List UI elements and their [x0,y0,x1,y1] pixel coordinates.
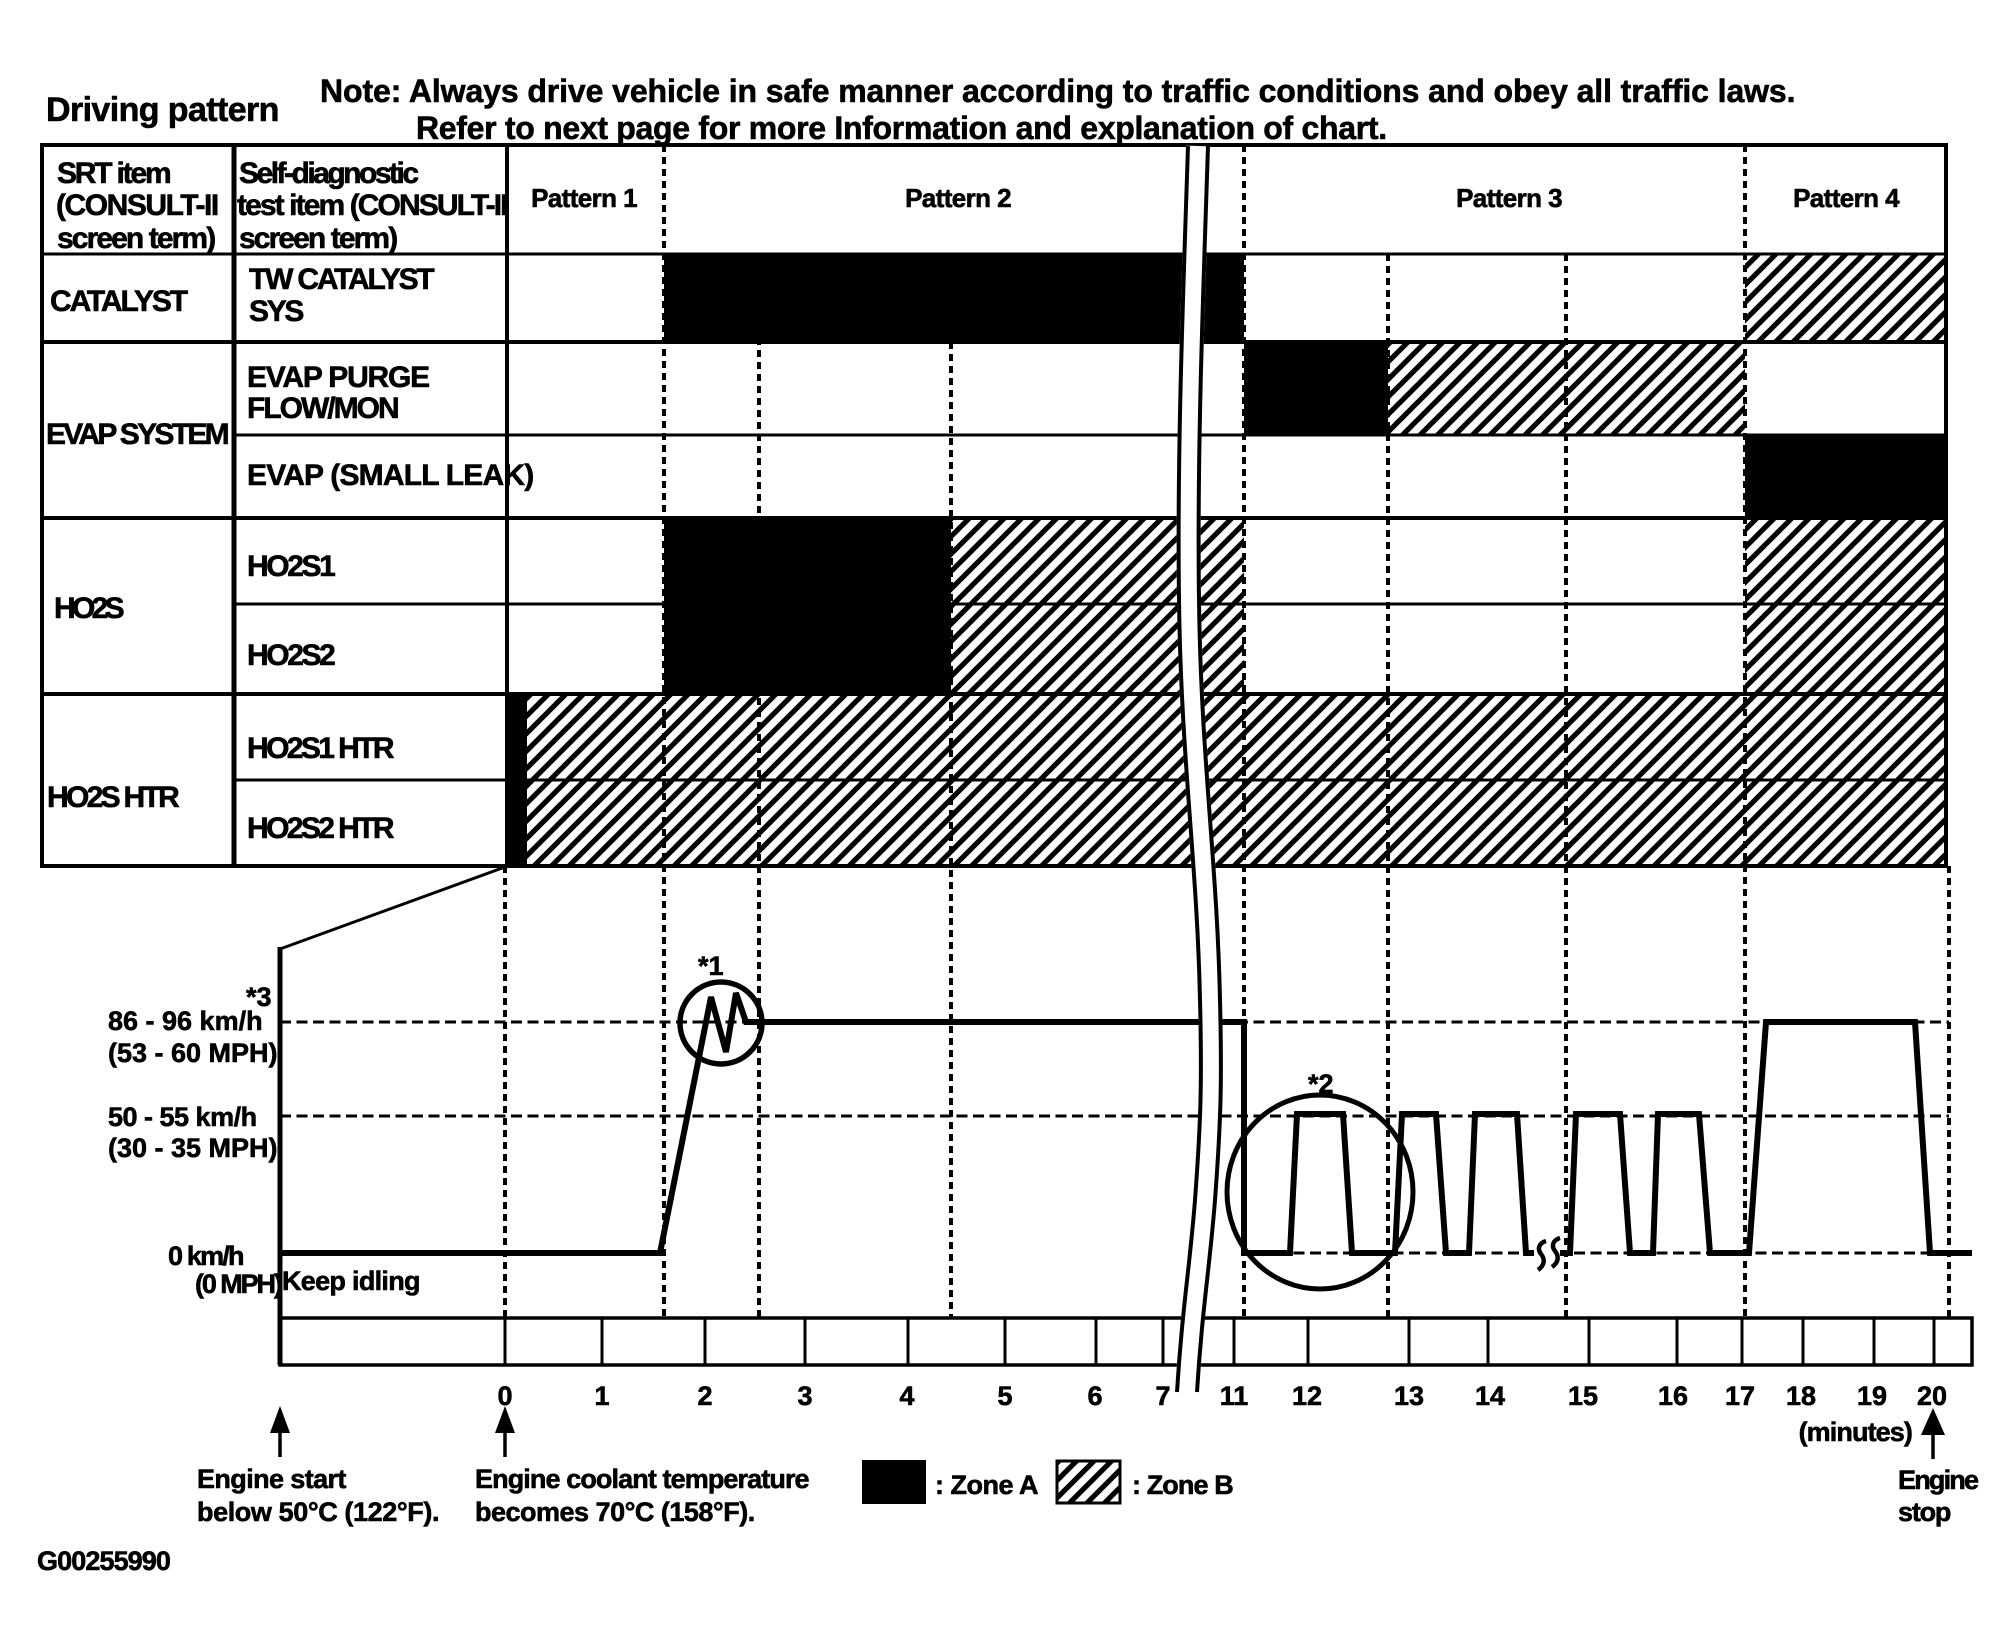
svg-text:EVAP PURGE: EVAP PURGE [247,361,429,394]
svg-text:(CONSULT-II: (CONSULT-II [56,189,218,222]
svg-text:HO2S HTR: HO2S HTR [47,781,180,814]
svg-text:0 km/h: 0 km/h [168,1241,243,1271]
svg-text:Engine: Engine [1898,1465,1979,1495]
svg-text:17: 17 [1725,1381,1755,1411]
svg-text:11: 11 [1220,1381,1249,1411]
svg-text:SYS: SYS [249,295,303,328]
svg-text:screen term): screen term) [239,222,397,255]
svg-text:Pattern 1: Pattern 1 [531,183,637,213]
svg-text:Refer to next page for more In: Refer to next page for more Information … [416,110,1387,146]
svg-text:: Zone A: : Zone A [935,1470,1038,1500]
svg-text:19: 19 [1857,1381,1887,1411]
svg-text:13: 13 [1394,1381,1424,1411]
svg-text:5: 5 [997,1381,1012,1411]
svg-text:Engine coolant temperature: Engine coolant temperature [475,1464,810,1494]
svg-text:*2: *2 [1308,1069,1334,1099]
svg-text:86 - 96 km/h: 86 - 96 km/h [108,1006,263,1036]
svg-text:Pattern 2: Pattern 2 [905,183,1011,213]
svg-text:Self-diagnostic: Self-diagnostic [239,157,418,190]
svg-text:12: 12 [1292,1381,1322,1411]
svg-text:: Zone B: : Zone B [1132,1470,1233,1500]
svg-text:*3: *3 [246,982,272,1012]
svg-text:CATALYST: CATALYST [50,285,188,318]
svg-text:Engine start: Engine start [197,1464,346,1494]
svg-text:HO2S: HO2S [54,592,124,625]
svg-text:(0 MPH): (0 MPH) [195,1269,282,1299]
svg-text:14: 14 [1475,1381,1505,1411]
svg-text:3: 3 [797,1381,812,1411]
svg-text:2: 2 [697,1381,712,1411]
svg-text:*1: *1 [698,951,724,981]
svg-text:1: 1 [594,1381,609,1411]
svg-text:HO2S2 HTR: HO2S2 HTR [247,812,395,845]
svg-text:Keep idling: Keep idling [282,1266,420,1296]
svg-text:test item (CONSULT-II: test item (CONSULT-II [237,189,507,222]
svg-text:18: 18 [1786,1381,1816,1411]
svg-text:0: 0 [497,1381,512,1411]
svg-text:EVAP (SMALL LEAK): EVAP (SMALL LEAK) [247,459,533,492]
svg-text:Driving pattern: Driving pattern [46,91,279,129]
svg-text:16: 16 [1658,1381,1688,1411]
svg-text:20: 20 [1917,1381,1947,1411]
svg-text:Pattern 4: Pattern 4 [1793,183,1900,213]
svg-text:HO2S1 HTR: HO2S1 HTR [247,732,395,765]
svg-text:Note: Always drive vehicle in: Note: Always drive vehicle in safe manne… [320,73,1795,109]
svg-text:EVAP SYSTEM: EVAP SYSTEM [46,418,228,451]
svg-text:(53 - 60 MPH): (53 - 60 MPH) [108,1038,278,1068]
svg-text:G00255990: G00255990 [37,1546,170,1576]
svg-text:6: 6 [1087,1381,1102,1411]
svg-text:HO2S2: HO2S2 [247,639,335,672]
svg-text:stop: stop [1898,1497,1951,1527]
svg-text:HO2S1: HO2S1 [247,550,335,583]
svg-text:screen term): screen term) [57,222,215,255]
svg-text:becomes 70°C (158°F).: becomes 70°C (158°F). [475,1497,755,1527]
svg-text:TW CATALYST: TW CATALYST [249,263,434,296]
svg-text:50 - 55 km/h: 50 - 55 km/h [108,1102,257,1132]
svg-text:Pattern 3: Pattern 3 [1456,183,1562,213]
svg-text:FLOW/MON: FLOW/MON [247,392,398,425]
svg-text:below 50°C (122°F).: below 50°C (122°F). [197,1497,439,1527]
svg-text:(30 - 35 MPH): (30 - 35 MPH) [108,1133,278,1163]
svg-text:7: 7 [1155,1381,1170,1411]
svg-text:(minutes): (minutes) [1799,1417,1912,1447]
svg-text:SRT item: SRT item [57,157,170,190]
svg-text:4: 4 [899,1381,914,1411]
svg-text:15: 15 [1568,1381,1598,1411]
